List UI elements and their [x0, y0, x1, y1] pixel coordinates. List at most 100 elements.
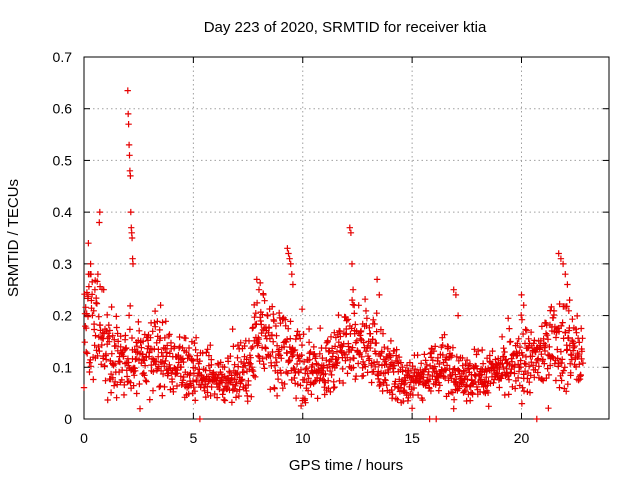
data-point [462, 387, 469, 394]
data-point [283, 349, 291, 357]
data-point [452, 371, 459, 378]
data-point [373, 328, 380, 335]
data-point [88, 297, 95, 304]
data-point [348, 296, 356, 304]
data-point [238, 376, 246, 383]
data-point [265, 324, 273, 331]
data-point [161, 334, 168, 341]
data-point [94, 352, 101, 360]
data-point [306, 356, 313, 363]
data-point [550, 314, 557, 321]
data-point [490, 379, 497, 386]
data-point [384, 345, 391, 352]
data-point [477, 376, 484, 384]
data-point [325, 348, 332, 355]
data-point [286, 255, 293, 262]
data-point [273, 392, 281, 399]
data-point [557, 255, 565, 262]
data-point [290, 365, 297, 372]
data-point [120, 391, 128, 399]
y-tick-label: 0.5 [53, 152, 73, 168]
data-point [271, 385, 278, 392]
data-point [85, 240, 92, 247]
data-point [325, 377, 332, 384]
data-point [287, 318, 294, 325]
data-point [579, 335, 586, 342]
x-axis-label: GPS time / hours [289, 457, 403, 474]
data-point [220, 396, 228, 403]
data-point [98, 341, 105, 349]
data-point [117, 343, 124, 350]
data-point [90, 307, 97, 314]
data-point [555, 250, 562, 257]
data-point [268, 331, 276, 339]
data-point [260, 291, 267, 299]
data-point [432, 343, 439, 350]
data-point [573, 329, 580, 336]
y-axis-label: SRMTID / TECUs [5, 179, 22, 297]
data-point [89, 312, 96, 319]
data-point [430, 347, 438, 355]
data-point [381, 344, 388, 351]
data-point [375, 375, 382, 383]
data-point [100, 286, 107, 293]
data-point [334, 359, 341, 366]
data-point [425, 368, 432, 375]
data-point [302, 366, 309, 373]
data-point [273, 332, 280, 339]
data-point [261, 297, 268, 304]
data-point [88, 291, 96, 298]
data-point [111, 336, 118, 343]
data-point [561, 364, 568, 371]
data-point [292, 395, 300, 402]
data-point [369, 336, 376, 343]
data-point [569, 347, 577, 354]
data-point [571, 342, 578, 350]
data-point [133, 390, 140, 397]
data-point [249, 325, 256, 332]
data-point [559, 356, 566, 363]
data-point [357, 327, 365, 335]
data-point [272, 354, 279, 361]
data-point [535, 355, 542, 362]
data-point [82, 304, 89, 311]
data-point [331, 329, 338, 336]
data-point [366, 324, 373, 331]
data-point [339, 365, 346, 373]
data-point [427, 387, 435, 395]
data-point [524, 375, 531, 382]
data-point [359, 358, 367, 366]
data-point [363, 315, 371, 322]
data-point [279, 385, 286, 392]
data-point [293, 360, 301, 368]
data-point [450, 286, 457, 293]
data-point [410, 384, 418, 392]
data-point [109, 332, 116, 339]
data-point [113, 394, 120, 401]
data-point [496, 365, 503, 373]
data-point [563, 388, 570, 395]
data-point [284, 245, 291, 252]
data-point [538, 323, 546, 330]
data-point [520, 387, 528, 395]
data-point [131, 372, 138, 379]
data-point [439, 342, 446, 349]
data-point [147, 334, 154, 341]
data-point [297, 402, 305, 410]
data-point [533, 415, 540, 423]
data-point [124, 378, 131, 386]
data-point [511, 370, 518, 377]
data-point [267, 386, 274, 393]
data-point [135, 318, 142, 326]
data-point [471, 346, 478, 353]
data-point [578, 325, 585, 332]
data-point [575, 377, 582, 384]
data-point [192, 334, 200, 341]
data-point [123, 373, 131, 380]
data-point [395, 353, 403, 361]
x-tick-label: 20 [514, 430, 530, 446]
data-point [211, 390, 218, 398]
data-point [355, 360, 362, 367]
data-point [204, 389, 211, 396]
data-point [483, 374, 490, 381]
